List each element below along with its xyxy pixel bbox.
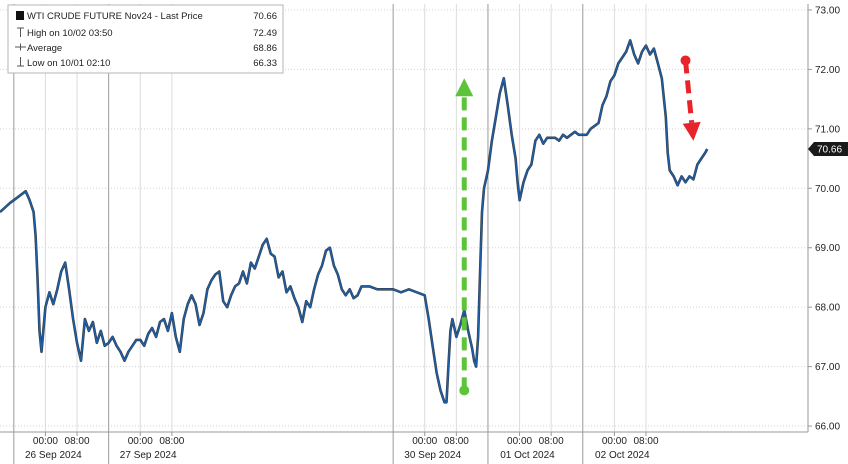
x-time-label: 00:00 xyxy=(602,436,627,447)
last-price-flag xyxy=(808,142,848,157)
x-date-label: 02 Oct 2024 xyxy=(595,450,650,461)
high-marker-icon xyxy=(17,27,24,37)
price-series-line xyxy=(0,39,708,403)
trend-arrows xyxy=(455,55,701,396)
x-date-label: 30 Sep 2024 xyxy=(404,450,461,461)
x-time-label: 08:00 xyxy=(633,436,658,447)
last-price-marker: 70.66 xyxy=(808,142,848,157)
y-tick-label: 66.00 xyxy=(815,422,840,433)
legend-series-swatch-icon xyxy=(16,11,24,20)
legend-low-label: Low on 10/01 02:10 xyxy=(27,58,110,69)
x-date-label: 01 Oct 2024 xyxy=(500,450,555,461)
legend: WTI CRUDE FUTURE Nov24 - Last Price 70.6… xyxy=(7,4,284,74)
y-tick-label: 69.00 xyxy=(815,243,840,254)
day-separators xyxy=(13,4,584,464)
x-axis-time-ticks: 00:00 08:00 00:00 08:00 00:00 08:00 00:00 08:00… xyxy=(33,436,659,447)
y-tick-label: 67.00 xyxy=(815,362,840,373)
arrow-head-icon xyxy=(682,121,701,141)
y-tick-label: 68.00 xyxy=(815,303,840,314)
y-tick-label: 73.00 xyxy=(815,5,840,16)
price-series-shadow xyxy=(0,39,709,404)
legend-high-label: High on 10/02 03:50 xyxy=(27,28,113,39)
legend-average-value: 68.86 xyxy=(253,43,277,54)
legend-box xyxy=(7,4,284,74)
x-time-label: 08:00 xyxy=(65,436,90,447)
legend-low-value: 66.33 xyxy=(253,58,277,69)
x-time-label: 08:00 xyxy=(444,436,469,447)
legend-high-value: 72.49 xyxy=(253,28,277,39)
average-marker-icon xyxy=(15,43,26,51)
horizontal-gridlines xyxy=(0,9,812,427)
x-time-label: 00:00 xyxy=(33,436,58,447)
arrow-head-icon xyxy=(455,78,474,97)
y-tick-label: 70.00 xyxy=(815,184,840,195)
low-marker-icon xyxy=(17,57,24,67)
y-axis-ticks: 66.00 67.00 68.00 69.00 70.00 71.00 72.00 73.00 xyxy=(815,5,840,432)
x-time-label: 00:00 xyxy=(412,436,437,447)
x-time-label: 00:00 xyxy=(507,436,532,447)
y-tick-label: 72.00 xyxy=(815,65,840,76)
vertical-gridlines xyxy=(44,4,647,436)
legend-average-label: Average xyxy=(27,43,62,54)
x-date-label: 27 Sep 2024 xyxy=(120,450,177,461)
x-axis-date-ticks: 26 Sep 2024 27 Sep 2024 30 Sep 2024 01 Oct … xyxy=(25,450,650,461)
x-time-label: 00:00 xyxy=(128,436,153,447)
y-tick-label: 71.00 xyxy=(815,124,840,135)
x-time-label: 08:00 xyxy=(159,436,184,447)
legend-title: WTI CRUDE FUTURE Nov24 - Last Price xyxy=(27,11,203,22)
legend-title-value: 70.66 xyxy=(253,11,277,22)
dashed-arrow-shaft xyxy=(683,60,695,124)
x-time-label: 08:00 xyxy=(539,436,564,447)
x-date-label: 26 Sep 2024 xyxy=(25,450,82,461)
price-series xyxy=(0,39,709,404)
last-price-label: 70.66 xyxy=(817,145,842,156)
